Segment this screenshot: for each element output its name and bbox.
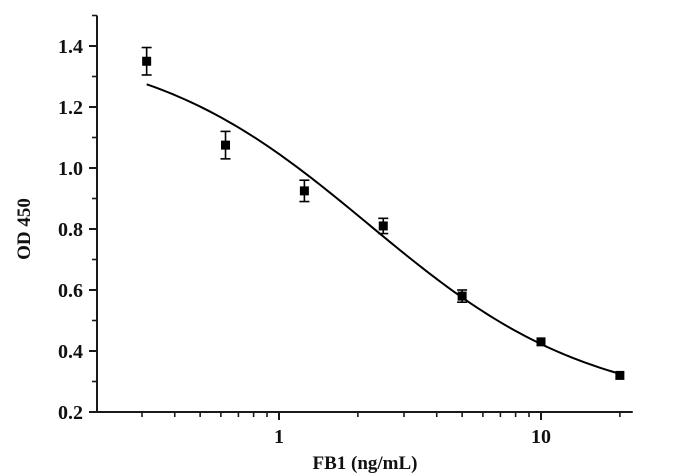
data-point xyxy=(141,46,152,76)
x-axis: 1 10 xyxy=(96,411,633,448)
y-tick-label: 1.4 xyxy=(58,36,83,58)
x-tick-label: 1 xyxy=(274,426,284,448)
data-points xyxy=(141,46,625,380)
square-marker-icon xyxy=(536,337,546,347)
square-marker-icon xyxy=(378,221,388,231)
square-marker-icon xyxy=(457,291,467,301)
data-point xyxy=(378,217,389,235)
data-point xyxy=(615,370,625,380)
data-point xyxy=(220,130,231,160)
y-axis: 0.2 0.4 0.6 0.8 1.0 1.2 1.4 xyxy=(58,14,98,424)
y-tick-label: 0.8 xyxy=(58,219,83,241)
y-tick-label: 0.2 xyxy=(58,402,83,424)
y-tick-label: 0.4 xyxy=(58,341,83,363)
y-tick-label: 0.6 xyxy=(58,280,83,302)
y-axis-title: OD 450 xyxy=(14,198,35,260)
data-point xyxy=(299,179,310,203)
data-point xyxy=(457,289,468,304)
x-axis-title: FB1 (ng/mL) xyxy=(312,453,417,474)
square-marker-icon xyxy=(221,140,231,150)
square-marker-icon xyxy=(615,370,625,380)
x-tick-label: 10 xyxy=(531,426,551,448)
square-marker-icon xyxy=(142,56,152,66)
y-tick-label: 1.0 xyxy=(58,158,83,180)
data-point xyxy=(536,337,546,347)
square-marker-icon xyxy=(299,186,309,196)
y-tick-label: 1.2 xyxy=(58,97,83,119)
